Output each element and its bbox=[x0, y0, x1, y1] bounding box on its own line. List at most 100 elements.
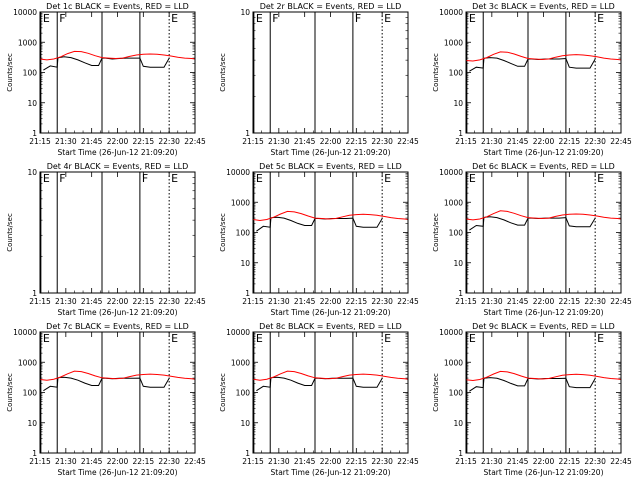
x-axis-label: Start Time (26-Jun-12 21:09:20) bbox=[484, 148, 604, 157]
x-tick-label: 22:30 bbox=[584, 137, 606, 146]
event-marker-label: E bbox=[256, 172, 263, 185]
x-tick-label: 22:45 bbox=[397, 457, 419, 466]
y-tick-label: 100 bbox=[236, 389, 251, 398]
event-marker-label: E bbox=[469, 332, 476, 345]
x-tick-label: 22:00 bbox=[533, 137, 555, 146]
event-marker-label: E bbox=[256, 332, 263, 345]
series-line-events bbox=[256, 376, 383, 392]
x-tick-label: 22:15 bbox=[133, 137, 155, 146]
panel-title: Det 2r BLACK = Events, RED = LLD bbox=[260, 2, 402, 11]
y-axis-label: Counts/sec bbox=[219, 213, 227, 252]
x-tick-label: 21:45 bbox=[294, 137, 316, 146]
panel-title: Det 3c BLACK = Events, RED = LLD bbox=[472, 2, 615, 11]
detector-panel-5: Det 5c BLACK = Events, RED = LLD Counts/s… bbox=[219, 162, 419, 317]
event-marker-label: E bbox=[171, 172, 178, 185]
y-tick-label: 10000 bbox=[439, 328, 463, 337]
detector-panel-4: Det 4r BLACK = Events, RED = LLD Counts/s… bbox=[6, 162, 206, 317]
x-tick-label: 21:15 bbox=[242, 137, 264, 146]
x-axis-label: Start Time (26-Jun-12 21:09:20) bbox=[271, 148, 391, 157]
plot-frame bbox=[252, 171, 409, 294]
y-axis-label: Counts/sec bbox=[432, 373, 440, 412]
y-tick-label: 1 bbox=[458, 129, 463, 138]
x-tick-label: 21:30 bbox=[55, 137, 77, 146]
x-tick-label: 22:15 bbox=[346, 137, 368, 146]
x-tick-label: 21:45 bbox=[81, 137, 103, 146]
x-tick-label: 22:00 bbox=[533, 457, 555, 466]
event-marker-label: E bbox=[597, 12, 604, 25]
event-marker-label: E bbox=[384, 172, 391, 185]
x-tick-label: 22:00 bbox=[107, 137, 129, 146]
x-tick-label: 22:45 bbox=[184, 457, 206, 466]
y-axis-label: Counts/sec bbox=[6, 53, 14, 92]
x-tick-label: 22:45 bbox=[610, 457, 632, 466]
x-tick-label: 21:45 bbox=[81, 297, 103, 306]
event-marker-label: E bbox=[43, 172, 50, 185]
x-tick-label: 21:30 bbox=[268, 137, 290, 146]
y-tick-label: 1000 bbox=[18, 38, 37, 47]
y-tick-label: 1 bbox=[245, 449, 250, 458]
series-line-events bbox=[469, 57, 596, 72]
x-tick-label: 21:15 bbox=[29, 137, 51, 146]
event-marker-label: E bbox=[384, 332, 391, 345]
x-tick-label: 22:15 bbox=[133, 457, 155, 466]
x-tick-label: 21:45 bbox=[507, 457, 529, 466]
x-tick-label: 22:45 bbox=[610, 297, 632, 306]
series-line-events bbox=[43, 376, 170, 392]
series-line-lld bbox=[465, 370, 622, 382]
event-marker-label: F bbox=[355, 12, 361, 25]
detector-panel-2: Det 2r BLACK = Events, RED = LLD Counts/s… bbox=[219, 2, 419, 157]
y-axis-label: Counts/sec bbox=[432, 213, 440, 252]
x-tick-label: 21:15 bbox=[455, 457, 477, 466]
x-tick-label: 22:30 bbox=[371, 457, 393, 466]
y-tick-label: 1 bbox=[32, 289, 37, 298]
series-line-lld bbox=[465, 51, 622, 62]
x-tick-label: 22:45 bbox=[184, 137, 206, 146]
x-tick-label: 21:30 bbox=[481, 457, 503, 466]
x-axis-label: Start Time (26-Jun-12 21:09:20) bbox=[58, 308, 178, 317]
plot-frame bbox=[39, 331, 196, 454]
y-tick-label: 10000 bbox=[226, 168, 250, 177]
event-marker-label: E bbox=[171, 332, 178, 345]
event-marker-label: E bbox=[43, 12, 50, 25]
x-tick-label: 22:30 bbox=[158, 297, 180, 306]
series-line-events bbox=[256, 216, 383, 232]
x-tick-label: 22:15 bbox=[559, 137, 581, 146]
y-tick-label: 10000 bbox=[13, 328, 37, 337]
x-tick-label: 22:15 bbox=[559, 457, 581, 466]
y-axis-label: Counts/sec bbox=[219, 53, 227, 92]
detector-panel-3: Det 3c BLACK = Events, RED = LLD Counts/s… bbox=[432, 2, 632, 157]
panel-title: Det 4r BLACK = Events, RED = LLD bbox=[47, 162, 189, 171]
panel-title: Det 7c BLACK = Events, RED = LLD bbox=[46, 322, 189, 331]
x-tick-label: 21:15 bbox=[455, 137, 477, 146]
x-tick-label: 22:00 bbox=[107, 457, 129, 466]
y-tick-label: 100 bbox=[449, 389, 464, 398]
y-tick-label: 10000 bbox=[13, 8, 37, 17]
x-tick-label: 22:45 bbox=[397, 297, 419, 306]
plot-frame bbox=[252, 331, 409, 454]
plot-frame bbox=[465, 11, 622, 134]
x-tick-label: 21:15 bbox=[29, 297, 51, 306]
x-tick-label: 22:15 bbox=[133, 297, 155, 306]
event-marker-label: E bbox=[597, 172, 604, 185]
x-tick-label: 22:15 bbox=[559, 297, 581, 306]
x-tick-label: 21:30 bbox=[55, 297, 77, 306]
y-tick-label: 10 bbox=[27, 168, 37, 177]
series-line-events bbox=[43, 56, 170, 71]
series-line-lld bbox=[39, 50, 196, 61]
y-tick-label: 100 bbox=[23, 69, 38, 78]
y-tick-label: 1 bbox=[458, 449, 463, 458]
y-tick-label: 100 bbox=[236, 229, 251, 238]
x-tick-label: 21:45 bbox=[507, 297, 529, 306]
x-axis-label: Start Time (26-Jun-12 21:09:20) bbox=[484, 308, 604, 317]
event-marker-label: E bbox=[469, 172, 476, 185]
y-tick-label: 1000 bbox=[231, 358, 250, 367]
y-tick-label: 10000 bbox=[226, 328, 250, 337]
x-tick-label: 22:00 bbox=[107, 297, 129, 306]
y-tick-label: 100 bbox=[23, 389, 38, 398]
x-tick-label: 22:30 bbox=[371, 297, 393, 306]
y-tick-label: 1000 bbox=[444, 358, 463, 367]
x-tick-label: 21:15 bbox=[455, 297, 477, 306]
y-tick-label: 10 bbox=[453, 259, 463, 268]
detector-panel-1: Det 1c BLACK = Events, RED = LLD Counts/s… bbox=[6, 2, 206, 157]
x-tick-label: 21:30 bbox=[268, 297, 290, 306]
